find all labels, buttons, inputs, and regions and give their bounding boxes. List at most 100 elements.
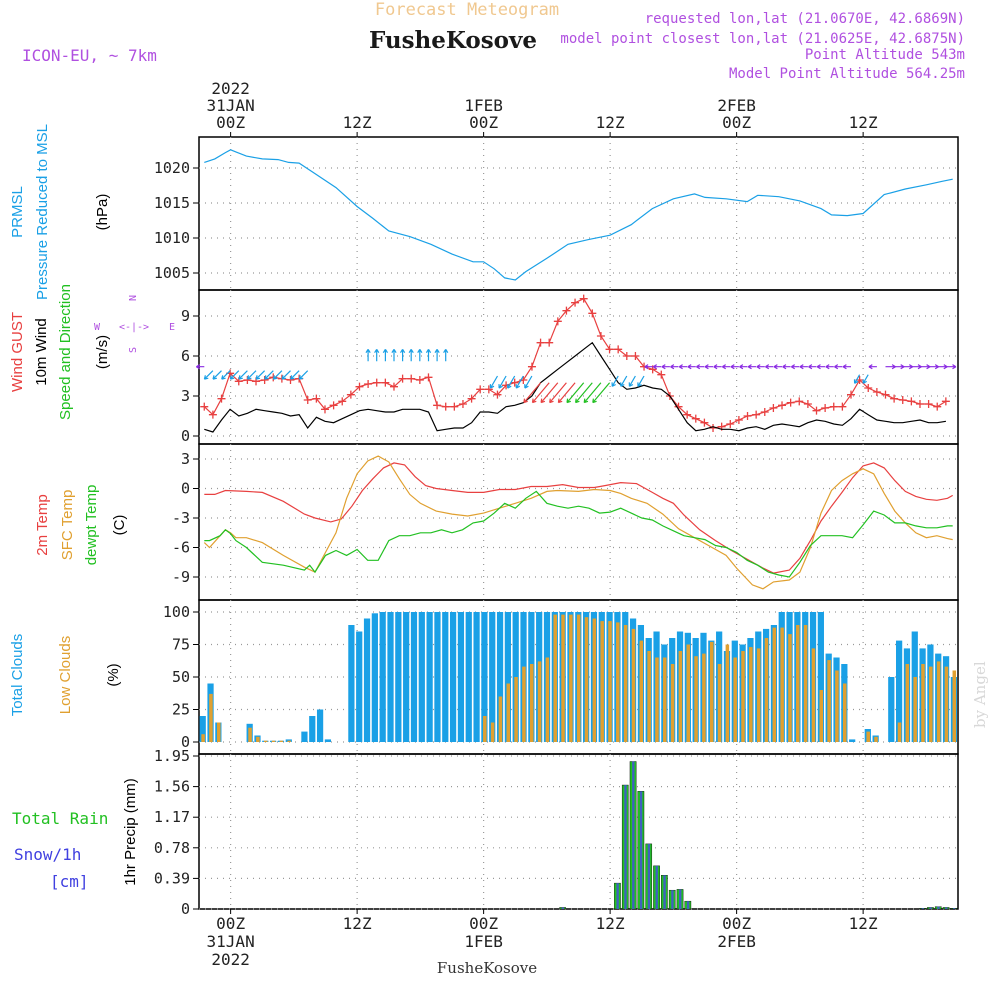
- low-cloud-bar: [725, 644, 730, 742]
- low-cloud-bar: [514, 677, 518, 742]
- total-cloud-bar: [356, 631, 363, 742]
- gust-marker: [329, 401, 338, 410]
- y-tick-label: 9: [181, 307, 190, 325]
- gust-marker: [700, 418, 709, 427]
- snow-bar: [624, 785, 627, 909]
- low-cloud-bar: [827, 660, 831, 742]
- station-title: FusheKosove: [369, 27, 537, 54]
- snow-bar: [663, 875, 666, 909]
- wind-arrow: [281, 370, 291, 380]
- low-cloud-bar: [545, 657, 550, 742]
- wind-arrow: [670, 364, 679, 370]
- gust-marker: [424, 373, 433, 382]
- wind-arrow: [203, 370, 214, 380]
- low-cloud-bar: [670, 664, 675, 742]
- gust-marker: [217, 394, 226, 403]
- low-cloud-bar: [287, 740, 291, 742]
- total-cloud-bar: [426, 612, 433, 742]
- pressure-label: PRMSL: [9, 186, 26, 238]
- wind-arrow: [611, 375, 619, 387]
- wind-arrow: [637, 375, 645, 387]
- total-cloud-bar: [348, 625, 355, 742]
- footer-station: FusheKosove: [437, 959, 537, 977]
- wind-arrow: [945, 364, 957, 370]
- gust-marker: [631, 352, 640, 360]
- precip-snow-label: Snow/1h: [14, 845, 81, 864]
- gust-marker: [441, 402, 450, 411]
- total-cloud-bar: [316, 709, 324, 742]
- wind-arrow: [272, 370, 283, 380]
- low-cloud-bar: [561, 614, 565, 742]
- compass-arrow: <-|->: [119, 322, 149, 333]
- pressure-label: (hPa): [94, 194, 111, 231]
- forecast-title: Forecast Meteogram: [375, 0, 559, 20]
- wind-arrow: [238, 370, 248, 380]
- wind-arrow: [298, 370, 309, 380]
- low-cloud-bar: [498, 696, 503, 742]
- gust-marker: [588, 309, 597, 318]
- wind-arrow: [583, 382, 602, 404]
- panel-temperature: -9 -6 -3 0 3: [172, 443, 959, 601]
- bottom-time-label: 12Z: [343, 914, 372, 933]
- bottom-time-label: 1FEB: [464, 932, 503, 951]
- panel-clouds: 0 25 50 75 100: [163, 599, 959, 755]
- panel-frame: [198, 443, 959, 601]
- snow-bar: [632, 761, 635, 909]
- gust-marker: [476, 385, 485, 394]
- low-cloud-bar: [780, 627, 784, 742]
- snow-bar: [686, 901, 690, 909]
- gust-marker: [571, 298, 580, 307]
- gust-marker: [691, 414, 700, 423]
- wind-arrow: [661, 364, 670, 370]
- precip-unit-label: [cm]: [50, 872, 89, 891]
- compass-e: E: [169, 322, 175, 333]
- low-cloud-bar: [201, 734, 205, 742]
- low-cloud-bar: [569, 614, 573, 742]
- wind-arrow: [515, 375, 524, 389]
- wind-arrow: [894, 364, 905, 370]
- wind-arrow: [937, 364, 948, 370]
- low-cloud-bar: [529, 664, 534, 742]
- gust-marker: [208, 410, 217, 419]
- top-time-label: 00Z: [469, 113, 498, 132]
- wind-arrow: [531, 382, 550, 404]
- wind-arrow: [678, 364, 688, 370]
- bottom-time-label: 00Z: [469, 914, 498, 933]
- low-cloud-bar: [663, 657, 667, 742]
- wind-arrow: [652, 364, 662, 370]
- watermark: by Angel: [971, 661, 989, 728]
- low-cloud-bar: [749, 647, 753, 742]
- low-cloud-bar: [216, 722, 221, 742]
- y-tick-label: 0: [181, 733, 190, 751]
- gust-marker: [726, 420, 735, 428]
- y-tick-label: 0: [181, 480, 190, 498]
- low-cloud-bar: [756, 648, 761, 742]
- wind-arrow: [920, 364, 931, 370]
- wind-arrow: [425, 348, 432, 362]
- low-cloud-bar: [741, 651, 745, 742]
- total-cloud-bar: [449, 612, 457, 742]
- gust-marker: [622, 352, 631, 360]
- top-time-label: 00Z: [722, 113, 751, 132]
- low-cloud-bar: [764, 638, 769, 742]
- y-tick-label: 100: [163, 603, 190, 621]
- panel-pressure: 1005 1010 1015 1020: [154, 136, 959, 291]
- bottom-time-label: 12Z: [849, 914, 878, 933]
- y-tick-label: 3: [181, 450, 190, 468]
- low-cloud-bar: [811, 648, 816, 742]
- gust-marker: [510, 378, 519, 387]
- panel-frame: [198, 753, 959, 910]
- gust-marker: [433, 401, 442, 410]
- wind-arrow: [868, 364, 877, 370]
- pressure-label: Pressure Reduced to MSL: [34, 124, 51, 300]
- wind-label: Speed and Direction: [57, 284, 74, 420]
- total-cloud-bar: [363, 618, 371, 742]
- temp-label: (C): [111, 515, 128, 536]
- gust-marker: [320, 405, 329, 414]
- wind-arrow: [704, 364, 713, 370]
- y-tick-label: 1.56: [154, 778, 190, 796]
- wind-arrow: [721, 364, 731, 370]
- gust-marker: [398, 374, 407, 383]
- wind-arrow: [540, 382, 559, 404]
